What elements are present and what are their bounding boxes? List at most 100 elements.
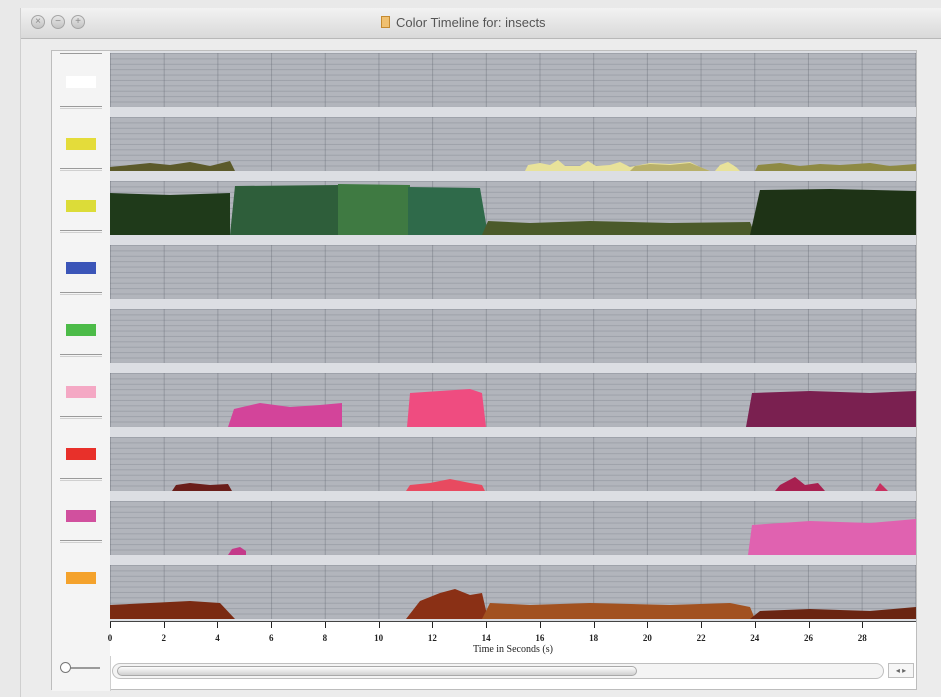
axis-tick-label: 20 xyxy=(642,633,652,643)
area-yellow-1-a xyxy=(110,161,235,171)
minimize-icon: − xyxy=(55,16,61,27)
zoom-slider-knob[interactable] xyxy=(60,662,71,673)
track-orange-graph xyxy=(110,589,916,619)
area-orange-b xyxy=(406,589,488,619)
axis-tick xyxy=(432,622,434,628)
area-pink-a xyxy=(228,403,342,427)
area-magenta-a xyxy=(228,547,246,555)
swatch-row-yellow-2[interactable] xyxy=(52,175,110,237)
document-icon xyxy=(381,16,390,28)
swatch-row-pink[interactable] xyxy=(52,361,110,423)
axis-title: Time in Seconds (s) xyxy=(473,644,553,655)
zoom-slider[interactable] xyxy=(60,661,100,675)
swatch-row-green[interactable] xyxy=(52,299,110,361)
area-yellow-2-a xyxy=(110,193,230,235)
time-axis: Time in Seconds (s) 0 2 4 6 8 10 12 14 16 18 20 22 2… xyxy=(108,621,916,656)
area-yellow-2-d xyxy=(408,187,488,235)
swatch-yellow-1 xyxy=(66,138,96,150)
area-yellow-1-e xyxy=(755,163,916,171)
axis-tick-label: 10 xyxy=(374,633,384,643)
axis-tick xyxy=(324,622,326,628)
zoom-slider-track xyxy=(66,667,100,669)
area-yellow-2-f xyxy=(750,189,916,235)
axis-tick xyxy=(539,622,541,628)
area-yellow-1-c xyxy=(630,163,710,171)
swatch-row-orange[interactable] xyxy=(52,547,110,609)
axis-tick-label: 24 xyxy=(750,633,760,643)
track-red-graph xyxy=(172,477,888,491)
horizontal-scrollbar[interactable] xyxy=(112,663,884,679)
window-title: Color Timeline for: insects xyxy=(396,15,546,30)
swatch-yellow-2 xyxy=(66,200,96,212)
close-button[interactable]: × xyxy=(31,15,45,29)
axis-tick xyxy=(486,622,488,628)
swatch-magenta xyxy=(66,510,96,522)
track-magenta-graph xyxy=(228,519,916,555)
swatch-row-yellow-1[interactable] xyxy=(52,113,110,175)
axis-tick xyxy=(271,622,273,628)
axis-tick xyxy=(808,622,810,628)
swatch-green xyxy=(66,324,96,336)
axis-tick xyxy=(862,622,864,628)
axis-tick-label: 14 xyxy=(481,633,491,643)
track-magenta xyxy=(110,501,916,555)
track-orange xyxy=(110,565,916,619)
area-pink-b xyxy=(407,389,486,427)
area-pink-c xyxy=(746,391,916,427)
area-orange-d xyxy=(750,607,916,619)
axis-tick-label: 28 xyxy=(857,633,867,643)
title-bar: × − + Color Timeline for: insects xyxy=(21,8,941,39)
area-orange-c xyxy=(482,603,755,619)
track-yellow-2-graph xyxy=(110,184,916,235)
area-red-b xyxy=(406,479,485,491)
swatch-orange xyxy=(66,572,96,584)
swatch-row-blue[interactable] xyxy=(52,237,110,299)
track-yellow-1-graph xyxy=(110,160,916,171)
area-red-d xyxy=(875,483,888,491)
minimize-button[interactable]: − xyxy=(51,15,65,29)
swatch-red xyxy=(66,448,96,460)
axis-tick xyxy=(701,622,703,628)
area-yellow-1-d xyxy=(715,162,740,171)
scroll-arrows-button[interactable]: ◂ ▸ xyxy=(888,663,914,678)
track-pink-graph xyxy=(228,389,916,427)
track-blue xyxy=(110,245,916,299)
swatch-row-magenta[interactable] xyxy=(52,485,110,547)
swatch-pink xyxy=(66,386,96,398)
track-red xyxy=(110,437,916,491)
swatch-blue xyxy=(66,262,96,274)
axis-tick xyxy=(378,622,380,628)
swatch-row-red[interactable] xyxy=(52,423,110,485)
track-yellow-2 xyxy=(110,181,916,235)
area-yellow-2-b xyxy=(230,185,342,235)
axis-tick xyxy=(754,622,756,628)
axis-tick xyxy=(110,622,111,628)
axis-tick xyxy=(647,622,649,628)
zoom-button[interactable]: + xyxy=(71,15,85,29)
axis-tick-label: 0 xyxy=(107,633,113,643)
axis-tick-label: 4 xyxy=(215,633,220,643)
axis-tick xyxy=(217,622,219,628)
track-pink xyxy=(110,373,916,427)
area-magenta-b xyxy=(748,519,916,555)
window-title-area: Color Timeline for: insects xyxy=(381,15,546,30)
axis-tick-label: 18 xyxy=(589,633,599,643)
axis-tick-label: 6 xyxy=(268,633,274,643)
swatch-row-white[interactable] xyxy=(52,51,110,113)
axis-tick-label: 12 xyxy=(427,633,437,643)
axis-tick-label: 16 xyxy=(535,633,545,643)
area-orange-a xyxy=(110,601,235,619)
timeline-panel: Time in Seconds (s) 0 2 4 6 8 10 12 14 16 18 20 22 2… xyxy=(51,50,917,691)
axis-tick xyxy=(163,622,165,628)
track-white xyxy=(110,53,916,107)
close-icon: × xyxy=(35,16,41,27)
axis-tick-label: 26 xyxy=(804,633,814,643)
horizontal-scroll-thumb[interactable] xyxy=(117,666,637,676)
axis-tick xyxy=(593,622,595,628)
axis-tick-label: 22 xyxy=(696,633,706,643)
track-yellow-1 xyxy=(110,117,916,171)
timeline-plot xyxy=(110,51,916,621)
area-yellow-2-c xyxy=(338,184,410,235)
axis-tick-label: 8 xyxy=(322,633,328,643)
color-timeline-window: × − + Color Timeline for: insects xyxy=(20,8,941,697)
